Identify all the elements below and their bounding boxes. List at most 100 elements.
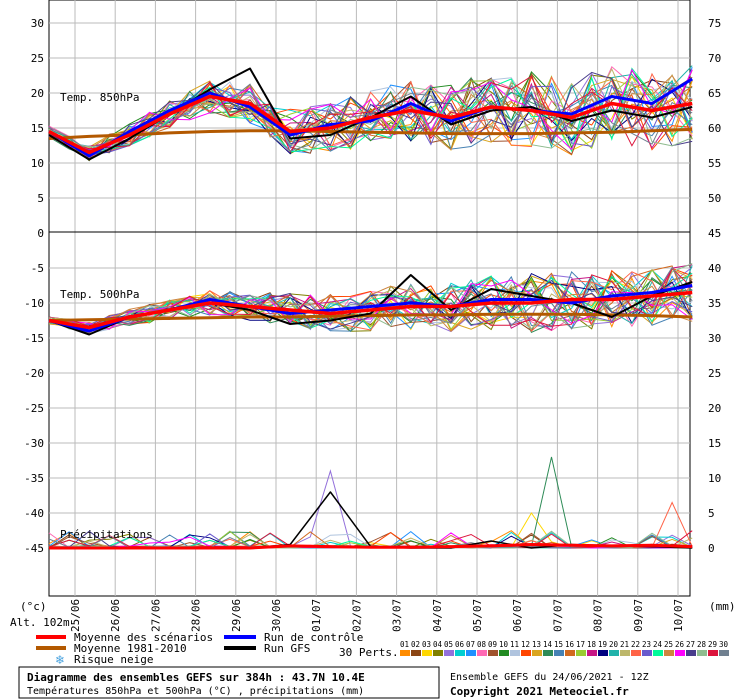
- x-tick-label: 30/06: [270, 599, 283, 632]
- pert-id-label: 15: [554, 640, 563, 649]
- tick-label-right: 75: [708, 17, 721, 30]
- tick-label-left: -35: [24, 472, 44, 485]
- pert-id-label: 19: [598, 640, 607, 649]
- pert-color-swatch: [499, 650, 509, 656]
- pert-color-swatch: [719, 650, 729, 656]
- label-precip: Précipitations: [60, 528, 153, 541]
- x-tick-label: 03/07: [391, 599, 404, 632]
- pert-color-swatch: [433, 650, 443, 656]
- pert-color-swatch: [642, 650, 652, 656]
- pert-color-swatch: [477, 650, 487, 656]
- altitude-label: Alt. 102m: [10, 616, 70, 629]
- footer-subtitle: Températures 850hPa et 500hPa (°C) , pré…: [27, 685, 364, 697]
- pert-id-label: 12: [521, 640, 530, 649]
- x-tick-label: 27/06: [149, 599, 162, 632]
- pert-color-swatch: [697, 650, 707, 656]
- x-tick-label: 08/07: [592, 599, 605, 632]
- main-series: [48, 67, 693, 550]
- legend-label-snow: Risque neige: [74, 653, 153, 666]
- pert-color-swatch: [675, 650, 685, 656]
- x-tick-label: 04/07: [431, 599, 444, 632]
- legend: Moyenne des scénarios Moyenne 1981-2010 …: [36, 631, 399, 667]
- pert-id-label: 28: [697, 640, 707, 649]
- pert-id-label: 01: [400, 640, 409, 649]
- legend-label-clim: Moyenne 1981-2010: [74, 642, 187, 655]
- snowflake-icon: ❄: [55, 653, 65, 667]
- pert-color-swatch: [532, 650, 542, 656]
- x-tick-label: 28/06: [190, 599, 203, 632]
- tick-label-left: 20: [31, 87, 44, 100]
- x-tick-label: 26/06: [109, 599, 122, 632]
- pert-id-label: 05: [444, 640, 453, 649]
- pert-color-swatch: [708, 650, 718, 656]
- series-mean-500: [48, 290, 693, 330]
- pert-color-swatch: [587, 650, 597, 656]
- copyright: Copyright 2021 Meteociel.fr: [450, 685, 629, 698]
- tick-label-right: 25: [708, 367, 721, 380]
- pert-id-label: 08: [477, 640, 487, 649]
- pert-color-swatch: [466, 650, 476, 656]
- tick-label-right: 45: [708, 227, 721, 240]
- tick-label-left: 5: [37, 192, 44, 205]
- pert-id-label: 04: [433, 640, 443, 649]
- pert-id-label: 21: [620, 640, 629, 649]
- tick-label-left: -30: [24, 437, 44, 450]
- tick-label-right: 35: [708, 297, 721, 310]
- tick-label-left: 25: [31, 52, 44, 65]
- pert-id-label: 22: [631, 640, 640, 649]
- x-tick-label: 07/07: [551, 599, 564, 632]
- left-axis-ticks: 30 25 20 15 10 5 0 -5 -10 -15 -20 -25 -30 -35 -40 -45: [24, 17, 44, 555]
- pert-id-label: 18: [587, 640, 597, 649]
- legend-label-gfs: Run GFS: [264, 642, 310, 655]
- ensemble-member-500: [48, 271, 693, 333]
- pert-color-swatch: [664, 650, 674, 656]
- footer-title: Diagramme des ensembles GEFS sur 384h : …: [27, 671, 365, 684]
- footer-box: [18, 666, 440, 699]
- tick-label-right: 20: [708, 402, 721, 415]
- tick-label-left: -25: [24, 402, 44, 415]
- x-axis-date-labels: 25/06 26/06 27/06 28/06 29/06 30/06 01/07 02/07…: [69, 599, 685, 632]
- pert-id-label: 10: [499, 640, 509, 649]
- pert-id-label: 09: [488, 640, 497, 649]
- tick-label-right: 15: [708, 437, 721, 450]
- pert-id-label: 16: [565, 640, 575, 649]
- tick-label-right: 10: [708, 472, 721, 485]
- pert-color-swatch: [488, 650, 498, 656]
- x-tick-label: 25/06: [69, 599, 82, 632]
- pert-color-swatch: [510, 650, 520, 656]
- x-tick-label: 06/07: [511, 599, 524, 632]
- pert-color-swatch: [620, 650, 630, 656]
- pert-id-label: 06: [455, 640, 465, 649]
- pert-color-swatch: [554, 650, 564, 656]
- x-tick-label: 01/07: [310, 599, 323, 632]
- pert-color-swatch: [598, 650, 608, 656]
- pert-color-swatch: [609, 650, 619, 656]
- ensemble-member-500: [48, 285, 693, 334]
- tick-label-left: 0: [37, 227, 44, 240]
- tick-label-right: 60: [708, 122, 721, 135]
- x-tick-label: 05/07: [471, 599, 484, 632]
- pert-color-swatch: [576, 650, 586, 656]
- pert-id-label: 03: [422, 640, 431, 649]
- pert-id-label: 02: [411, 640, 420, 649]
- pert-id-label: 14: [543, 640, 553, 649]
- pert-id-label: 26: [675, 640, 685, 649]
- label-temp-500: Temp. 500hPa: [60, 288, 139, 301]
- pert-id-label: 07: [466, 640, 475, 649]
- series-mean-precip: [49, 543, 693, 550]
- legend-label-mean: Moyenne des scénarios: [74, 631, 213, 644]
- pert-id-label: 11: [510, 640, 519, 649]
- pert-id-label: 27: [686, 640, 695, 649]
- ensemble-member-850: [48, 68, 693, 151]
- pert-color-swatch: [455, 650, 465, 656]
- tick-label-right: 70: [708, 52, 721, 65]
- x-tick-label: 10/07: [672, 599, 685, 632]
- pert-color-swatch: [653, 650, 663, 656]
- label-temp-850: Temp. 850hPa: [60, 91, 139, 104]
- tick-label-left: 15: [31, 122, 44, 135]
- pert-color-swatch: [444, 650, 454, 656]
- legend-label-perts: 30 Perts.: [339, 646, 399, 659]
- x-tick-label: 29/06: [230, 599, 243, 632]
